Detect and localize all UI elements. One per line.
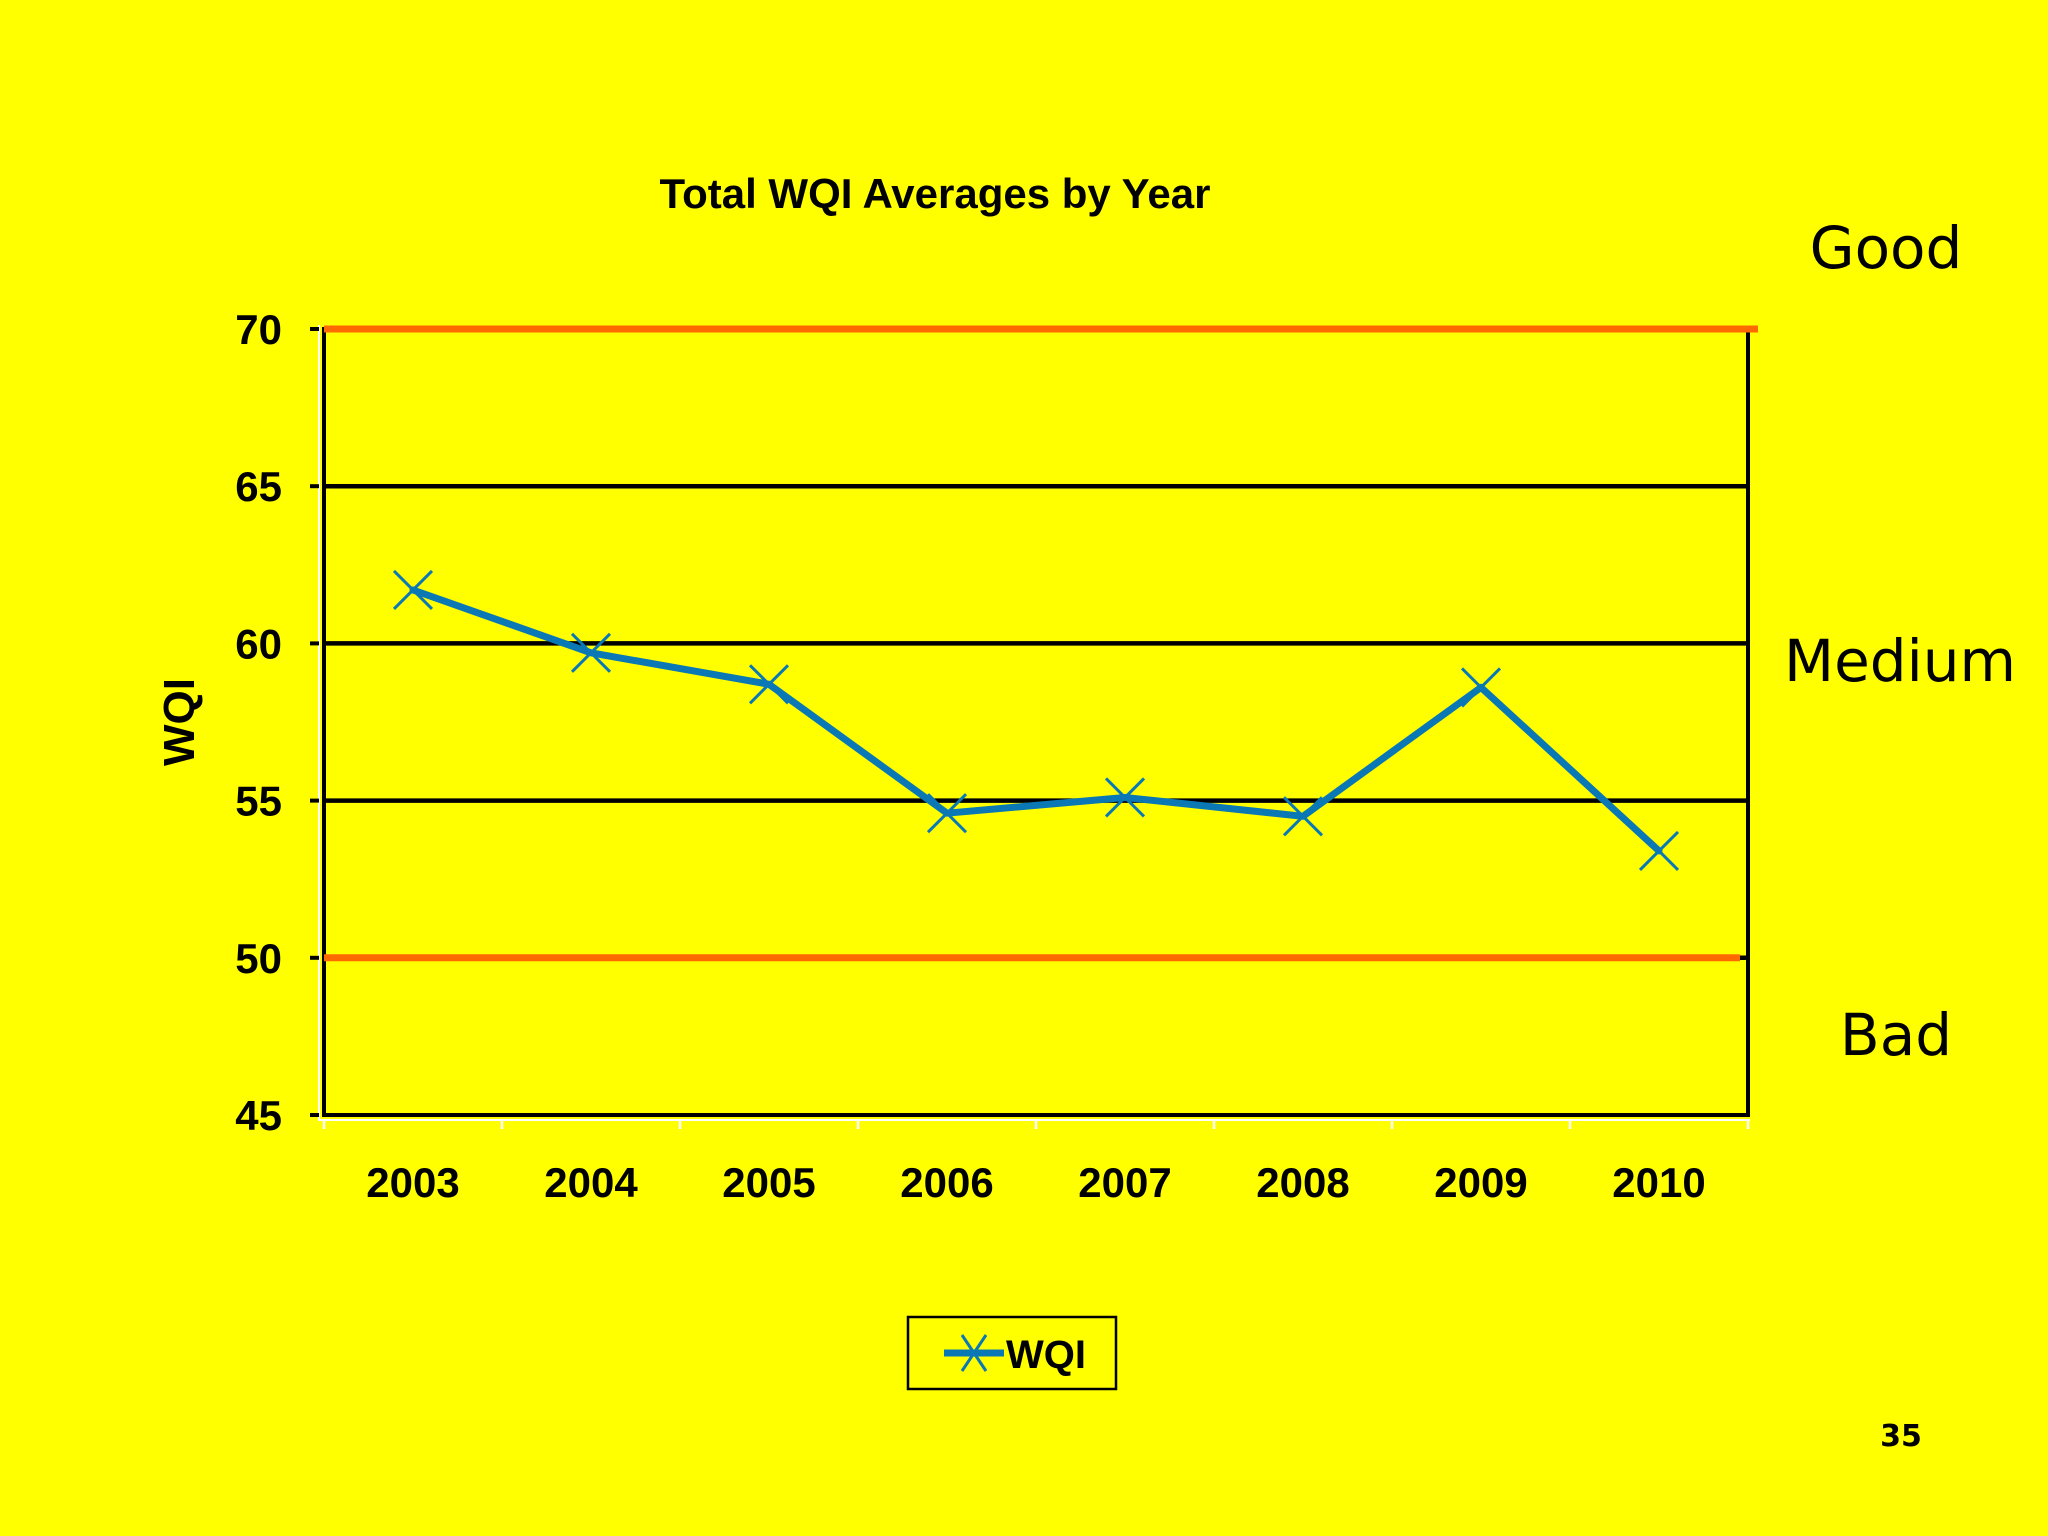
y-tick-label-60: 60 bbox=[235, 620, 282, 667]
chart-title: Total WQI Averages by Year bbox=[660, 170, 1211, 217]
y-tick-label-70: 70 bbox=[235, 306, 282, 353]
x-tick-label-2010: 2010 bbox=[1612, 1159, 1705, 1206]
x-tick-label-2009: 2009 bbox=[1434, 1159, 1527, 1206]
y-axis-label: WQI bbox=[155, 678, 204, 766]
data-point-2010 bbox=[1638, 830, 1680, 871]
grid-lines bbox=[324, 483, 1748, 961]
data-point-2003 bbox=[392, 569, 434, 611]
zone-label-good: Good bbox=[1810, 214, 1963, 282]
legend-label-wqi: WQI bbox=[1006, 1333, 1086, 1377]
zone-label-bad: Bad bbox=[1840, 1001, 1952, 1069]
y-tick-label-50: 50 bbox=[235, 935, 282, 982]
data-point-2004 bbox=[570, 632, 612, 673]
data-point-2008 bbox=[1282, 796, 1324, 837]
page-number: 35 bbox=[1880, 1419, 1922, 1454]
x-tick-label-2005: 2005 bbox=[722, 1159, 815, 1206]
x-tick-label-2008: 2008 bbox=[1256, 1159, 1349, 1206]
legend: WQI bbox=[906, 1315, 1118, 1391]
y-tick-label-55: 55 bbox=[235, 778, 282, 825]
data-point-2006 bbox=[926, 793, 968, 834]
data-point-2005 bbox=[748, 664, 790, 705]
x-tick-label-2004: 2004 bbox=[544, 1159, 638, 1206]
x-tick-labels: 2003 2004 2005 2006 2007 2008 2009 2010 bbox=[366, 1159, 1705, 1206]
legend-marker-icon bbox=[960, 1334, 988, 1372]
series-wqi bbox=[392, 569, 1680, 871]
axes bbox=[310, 325, 1750, 1129]
x-tick-label-2007: 2007 bbox=[1078, 1159, 1171, 1206]
y-tick-labels: 45 50 55 60 65 70 bbox=[235, 306, 282, 1139]
y-tick-label-45: 45 bbox=[235, 1092, 282, 1139]
plot-area bbox=[322, 327, 1750, 1117]
zone-label-medium: Medium bbox=[1784, 627, 2016, 695]
y-tick-label-65: 65 bbox=[235, 463, 282, 510]
threshold-lines bbox=[324, 325, 1758, 962]
legend-box bbox=[906, 1315, 1118, 1391]
x-tick-label-2003: 2003 bbox=[366, 1159, 459, 1206]
data-point-2007 bbox=[1104, 777, 1146, 818]
x-tick-label-2006: 2006 bbox=[900, 1159, 993, 1206]
data-point-2009 bbox=[1460, 667, 1502, 708]
series-line-wqi bbox=[409, 586, 1663, 855]
